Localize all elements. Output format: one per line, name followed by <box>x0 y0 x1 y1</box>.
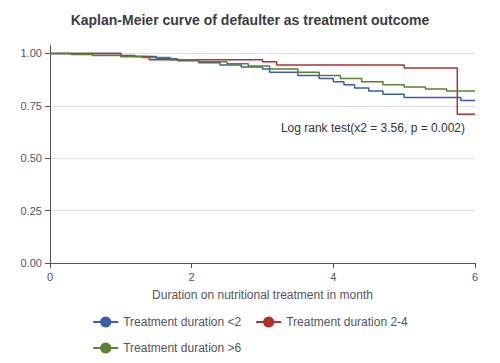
svg-text:0.00: 0.00 <box>21 257 42 269</box>
svg-text:Log rank test(x2 = 3.56, p = 0: Log rank test(x2 = 3.56, p = 0.002) <box>281 121 465 135</box>
svg-text:0.50: 0.50 <box>21 152 42 164</box>
svg-text:0.75: 0.75 <box>21 100 42 112</box>
svg-text:2: 2 <box>189 271 195 283</box>
svg-text:Treatment duration 2-4: Treatment duration 2-4 <box>286 315 408 329</box>
svg-text:Treatment duration <2: Treatment duration <2 <box>123 315 241 329</box>
svg-text:Treatment duration >6: Treatment duration >6 <box>123 341 241 355</box>
svg-text:6: 6 <box>472 271 478 283</box>
svg-text:4: 4 <box>330 271 336 283</box>
svg-text:Kaplan-Meier curve of defaulte: Kaplan-Meier curve of defaulter as treat… <box>71 12 430 28</box>
svg-text:0: 0 <box>47 271 53 283</box>
svg-text:0.25: 0.25 <box>21 205 42 217</box>
svg-text:Duration on nutritional treatm: Duration on nutritional treatment in mon… <box>152 288 373 302</box>
svg-text:1.00: 1.00 <box>21 47 42 59</box>
